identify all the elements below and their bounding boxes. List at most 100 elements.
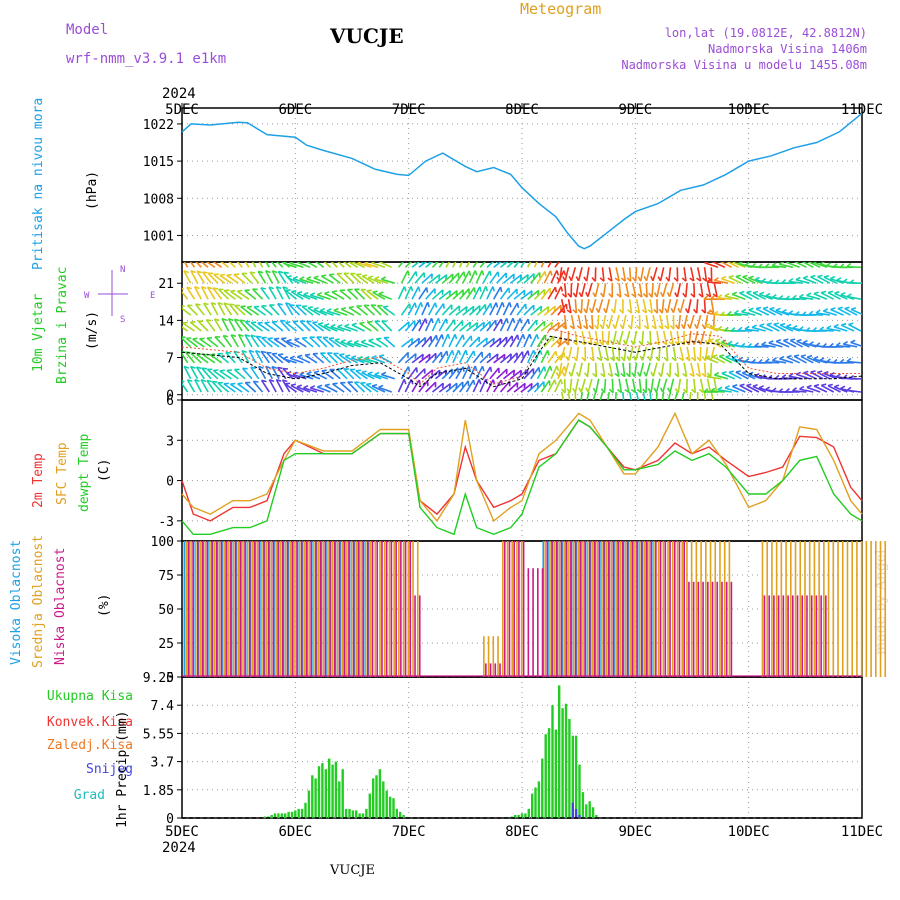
wind-barb-head	[636, 388, 642, 394]
wind-barb-head	[788, 372, 794, 377]
wind-barb	[567, 299, 572, 314]
time-tick-top: 6DEC	[278, 102, 312, 118]
wind-barb-head	[462, 334, 465, 340]
wind-barb-head	[794, 260, 799, 261]
wind-barb-head	[337, 324, 343, 328]
wind-barb	[614, 391, 617, 400]
wind-barb-head	[641, 309, 647, 314]
y-tick-label: 21	[158, 277, 174, 292]
wind-barb	[650, 378, 654, 393]
wind-barb-head	[643, 371, 647, 377]
wind-barb-head	[306, 371, 312, 375]
wind-barb	[820, 384, 835, 393]
wind-barb	[359, 382, 372, 393]
wind-barb-head	[523, 290, 526, 296]
wind-barb	[813, 385, 828, 393]
wind-barb-head	[442, 303, 445, 309]
wind-barb	[652, 267, 658, 282]
wind-barb-head	[274, 337, 280, 340]
wind-barb	[378, 386, 392, 393]
wind-barb	[366, 321, 379, 332]
wind-barb	[414, 302, 422, 316]
wind-barb	[292, 320, 304, 332]
precip-bar	[564, 703, 568, 818]
wind-barb	[601, 267, 605, 282]
wind-barb	[356, 305, 369, 316]
wind-barb	[574, 299, 578, 314]
wind-barb	[642, 299, 648, 313]
wind-barb-head	[710, 324, 717, 329]
wind-barb-head	[848, 322, 854, 326]
wind-barb	[533, 381, 545, 393]
wind-barb	[355, 273, 368, 284]
wind-barb-head	[374, 371, 380, 376]
wind-barb-head	[701, 324, 706, 330]
wind-barb	[513, 382, 526, 393]
wind-barb-head	[348, 305, 354, 309]
wind-barb-head	[447, 333, 451, 340]
wind-barb-head	[813, 383, 820, 387]
wind-barb-head	[359, 321, 365, 325]
wind-barb-head	[764, 263, 770, 268]
wind-barb	[536, 270, 546, 284]
wind-barb-head	[226, 273, 232, 277]
wind-barb	[445, 319, 455, 332]
wind-barb	[277, 270, 287, 284]
time-tick-bottom: 7DEC	[392, 824, 426, 840]
wind-barb	[625, 330, 631, 345]
wind-barb	[189, 366, 199, 380]
wind-barb-head	[421, 262, 424, 264]
year-top: 2024	[162, 86, 196, 102]
wind-barb-head	[597, 357, 603, 362]
wind-barb	[257, 366, 267, 380]
wind-barb	[468, 270, 477, 284]
y-tick-label: 1008	[143, 192, 174, 207]
wind-barb	[428, 334, 438, 348]
wind-barb	[734, 312, 749, 316]
wind-barb	[827, 291, 841, 300]
wind-barb-head	[234, 318, 240, 322]
wind-barb	[728, 276, 742, 284]
time-tick-top: 8DEC	[505, 102, 539, 118]
wind-barb	[441, 273, 454, 284]
wind-barb	[558, 267, 563, 282]
wind-barb-head	[817, 370, 823, 374]
wind-barb	[441, 333, 449, 348]
wind-barb-head	[283, 271, 289, 274]
wind-barb	[475, 365, 484, 380]
wind-barb	[400, 270, 409, 284]
wind-barb	[285, 289, 298, 300]
wind-barb	[250, 334, 260, 348]
wind-barb	[751, 326, 766, 332]
wind-barb	[659, 267, 665, 282]
wind-barb	[425, 381, 437, 393]
wind-barb-head	[717, 325, 723, 331]
wind-barb	[554, 378, 562, 393]
wind-barb-head	[593, 341, 599, 346]
wind-barb	[414, 368, 426, 380]
compass-n: N	[120, 265, 125, 275]
wind-barb	[316, 293, 331, 300]
wind-barb-head	[280, 319, 286, 322]
wind-barb-head	[616, 339, 620, 345]
wind-barb-head	[221, 317, 227, 322]
wind-barb	[230, 334, 239, 348]
wind-barb	[397, 378, 405, 393]
wind-barb-head	[430, 318, 434, 324]
wind-barb	[475, 270, 483, 284]
wind-barb-head	[775, 307, 781, 312]
wind-barb-head	[771, 387, 777, 392]
wind-barb	[759, 324, 773, 332]
wind-barb	[503, 369, 515, 380]
wind-barb-head	[655, 356, 660, 362]
wind-barb	[301, 305, 314, 316]
wind-barb-head	[761, 374, 766, 379]
wind-barb-head	[731, 291, 738, 296]
wind-barb	[404, 320, 416, 332]
wind-barb-head	[666, 372, 671, 378]
wind-barb	[351, 357, 365, 364]
wind-barb-head	[183, 365, 190, 369]
wind-barb-head	[297, 291, 303, 295]
wind-barb	[523, 273, 535, 284]
wind-barb-head	[771, 262, 777, 267]
